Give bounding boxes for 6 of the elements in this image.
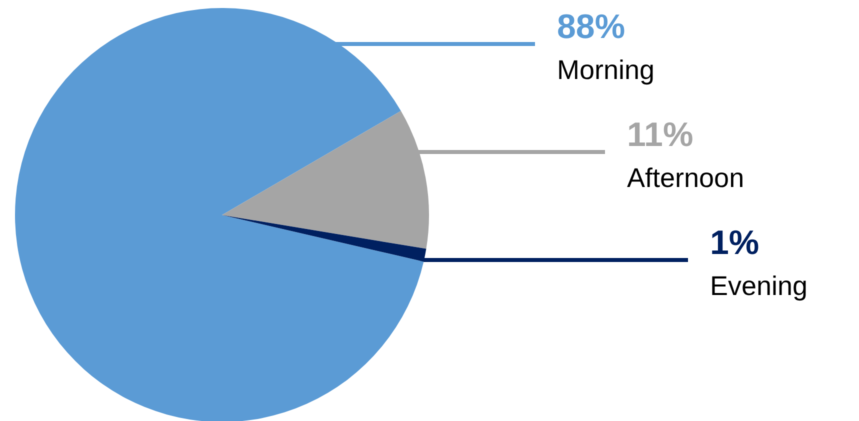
slice-label: Evening: [710, 271, 808, 301]
data-label: 11%: [627, 116, 694, 154]
slice-label: Morning: [557, 55, 655, 85]
data-label: 88%: [557, 8, 626, 46]
data-label: 1%: [710, 224, 760, 262]
slice-label: Afternoon: [627, 163, 744, 193]
